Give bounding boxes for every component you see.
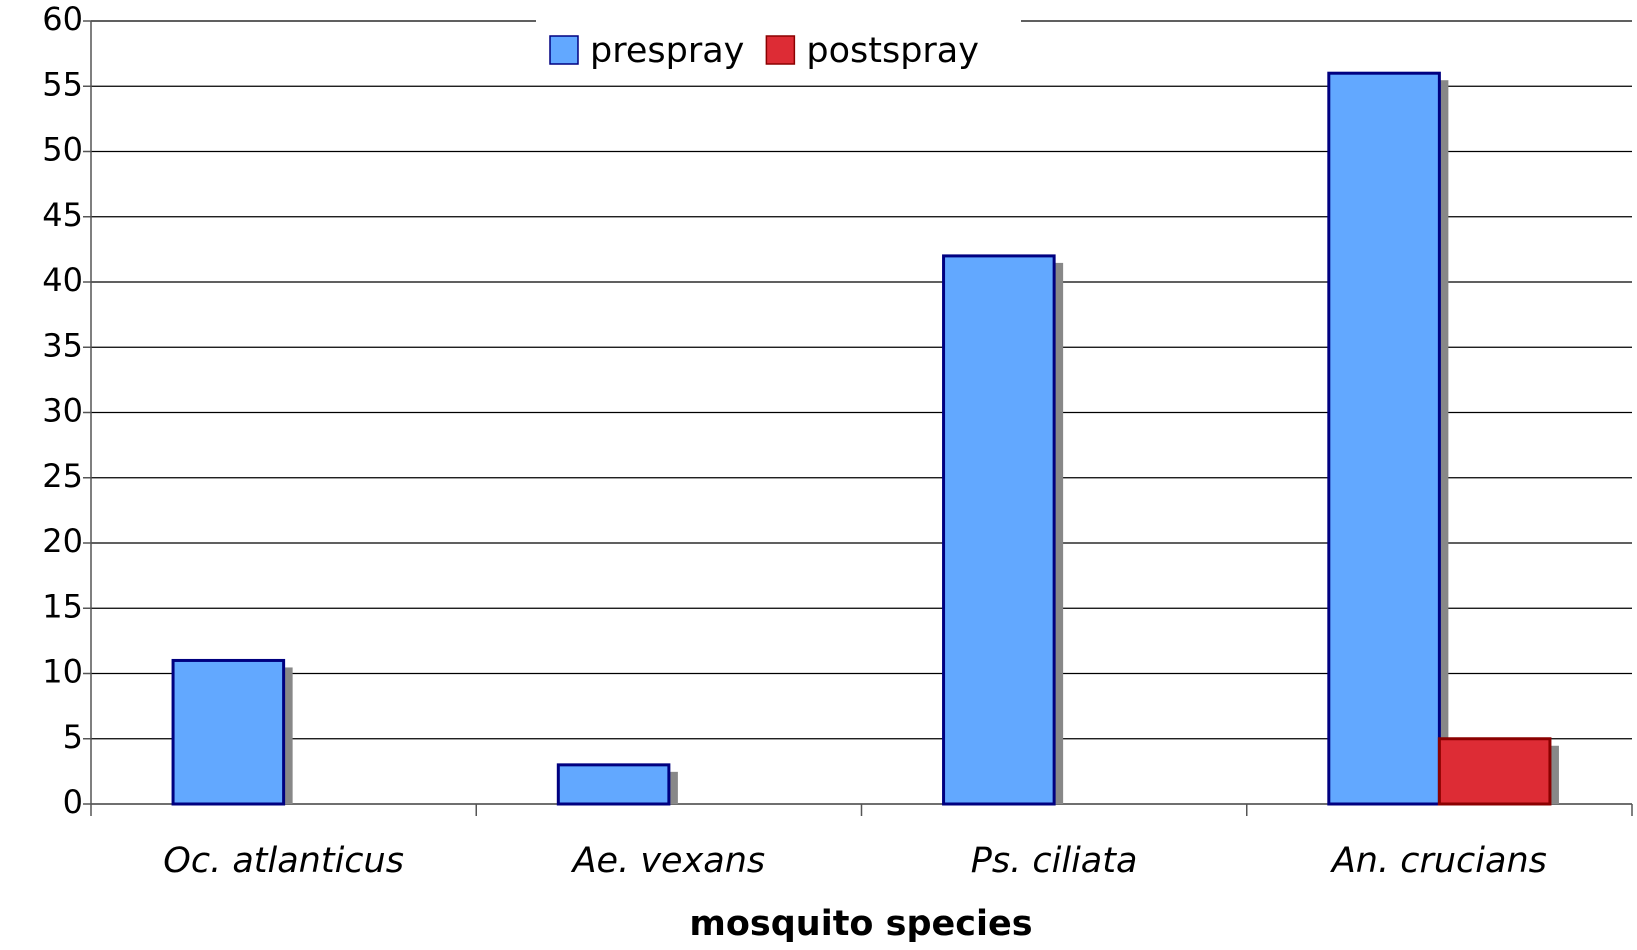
- y-tick-label: 55: [42, 65, 83, 103]
- x-axis-label: mosquito species: [689, 904, 1032, 944]
- x-tick-label: Ps. ciliata: [971, 841, 1138, 881]
- y-tick-label: 25: [42, 457, 83, 495]
- y-tick-label: 30: [42, 392, 83, 430]
- bar: [1437, 737, 1552, 806]
- legend-label: postspray: [806, 31, 979, 71]
- bar: [171, 658, 286, 806]
- bar: [556, 763, 671, 806]
- y-tick-label: 40: [42, 261, 83, 299]
- legend-swatch: [549, 35, 579, 65]
- y-tick-label: 15: [42, 587, 83, 625]
- y-tick-label: 45: [42, 196, 83, 234]
- x-tick-label: Oc. atlanticus: [163, 841, 404, 881]
- bar: [942, 254, 1056, 806]
- bar: [1327, 71, 1441, 806]
- legend-label: prespray: [590, 31, 744, 71]
- y-tick-label: 50: [42, 131, 83, 169]
- y-tick-label: 10: [42, 653, 83, 691]
- y-tick-label: 0: [63, 783, 83, 821]
- y-tick-label: 20: [42, 522, 83, 560]
- legend-swatch: [765, 35, 796, 65]
- y-tick-label: 35: [42, 326, 83, 364]
- y-tick-label: 60: [42, 0, 83, 38]
- x-tick-label: Ae. vexans: [571, 841, 766, 881]
- y-tick-label: 5: [63, 718, 83, 756]
- x-tick-label: An. crucians: [1330, 841, 1547, 881]
